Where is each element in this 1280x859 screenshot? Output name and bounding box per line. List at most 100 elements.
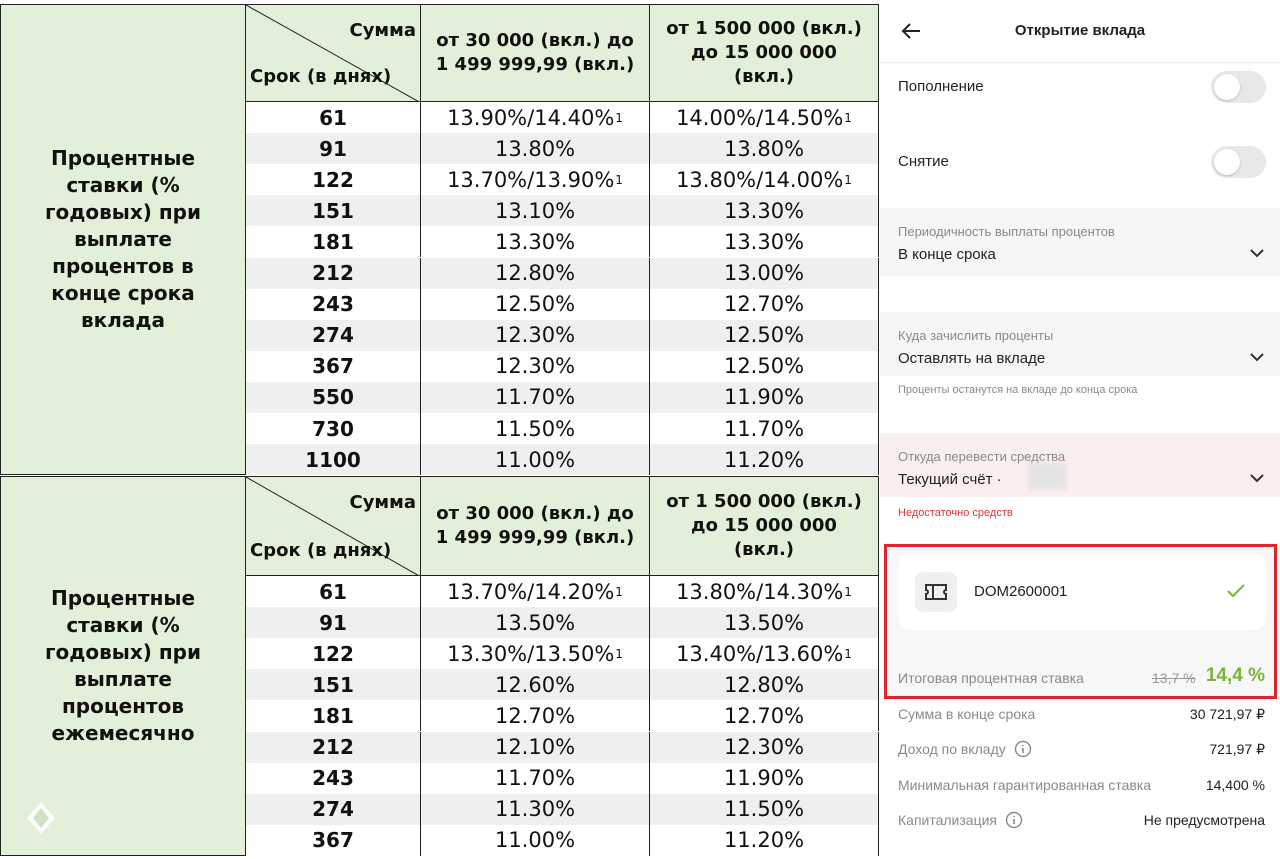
label-text: Процентные ставки (% годовых) при выплат… — [45, 585, 201, 745]
rate-cell: 12.50% — [421, 288, 650, 320]
rate-cell: 13.30% — [650, 226, 879, 258]
term-header: Сумма Срок (в днях) — [246, 476, 421, 577]
rate-cell: 13.30% — [650, 195, 879, 227]
field-label: Куда зачислить проценты — [898, 328, 1054, 343]
new-rate: 14,4 % — [1205, 665, 1265, 686]
rate-group-label: Процентные ставки (% годовых) при выплат… — [0, 476, 246, 856]
info-icon[interactable] — [1014, 740, 1032, 758]
rate-cell: 12.30% — [650, 731, 879, 763]
range-text: от 30 000 (вкл.) до 1 499 999,99 (вкл.) — [435, 30, 635, 75]
toggle-label: Снятие — [898, 153, 949, 170]
chevron[interactable] — [1249, 473, 1265, 483]
rate-text: 13.80%/14.00% — [676, 167, 844, 192]
footnote: 1 — [615, 110, 623, 125]
toggle[interactable] — [1211, 71, 1266, 103]
rate-text: 13.80%/14.30% — [676, 579, 844, 604]
rate-cell: 11.00% — [421, 444, 650, 476]
footnote: 1 — [844, 172, 852, 187]
rate-cell: 12.10% — [421, 731, 650, 763]
field-value: Оставлять на вкладе — [898, 350, 1046, 367]
info-icon[interactable] — [1005, 811, 1023, 829]
term-cell: 243 — [246, 762, 421, 794]
chevron[interactable] — [1249, 352, 1265, 362]
term-cell: 212 — [246, 731, 421, 763]
summary-value: 721,97 ₽ — [1209, 741, 1265, 757]
field-label: Откуда перевести средства — [898, 449, 1066, 464]
term-cell: 91 — [246, 133, 421, 165]
rate-cell: 12.50% — [650, 350, 879, 382]
summary-value: 14,400 % — [1205, 777, 1265, 793]
footnote: 1 — [844, 110, 852, 125]
field-bg[interactable] — [880, 433, 1280, 497]
term-label: Срок (в днях) — [250, 540, 392, 561]
back-arrow[interactable] — [900, 21, 922, 41]
amount-range-header: от 30 000 (вкл.) до 1 499 999,99 (вкл.) — [421, 476, 650, 576]
amount-range-header: от 1 500 000 (вкл.) до 15 000 000 (вкл.) — [650, 4, 879, 102]
range-text: от 30 000 (вкл.) до 1 499 999,99 (вкл.) — [435, 503, 635, 548]
term-header: Сумма Срок (в днях) — [246, 4, 421, 103]
summary-value: Не предусмотрена — [1143, 812, 1265, 828]
term-cell: 91 — [246, 607, 421, 639]
toggle-knob — [1214, 149, 1240, 175]
app-screen: Открытие вклада Пополнение Снятие Периодич… — [880, 0, 1280, 859]
term-label: Срок (в днях) — [250, 66, 392, 87]
term-cell: 550 — [246, 381, 421, 413]
term-cell: 274 — [246, 793, 421, 825]
rate-cell: 13.00% — [650, 257, 879, 289]
screen-title: Открытие вклада — [1014, 22, 1146, 39]
rate-cell: 12.60% — [421, 669, 650, 701]
rate-cell: 12.70% — [421, 700, 650, 732]
rate-cell: 13.80% — [421, 133, 650, 165]
rate-cell: 13.80%/14.30% 1 — [650, 576, 879, 608]
rate-cell: 14.00%/14.50% 1 — [650, 102, 879, 134]
rate-cell: 13.50% — [421, 607, 650, 639]
promo-icon — [915, 572, 957, 612]
rate-group-label: Процентные ставки (% годовых) при выплат… — [0, 4, 246, 476]
rate-cell: 12.70% — [650, 288, 879, 320]
term-cell: 181 — [246, 700, 421, 732]
term-cell: 243 — [246, 288, 421, 320]
field-bg[interactable] — [880, 312, 1280, 376]
rate-cell: 13.70%/14.20% 1 — [421, 576, 650, 608]
field-value: В конце срока — [898, 246, 996, 263]
summary-label: Минимальная гарантированная ставка — [898, 777, 1152, 793]
range-text: от 1 500 000 (вкл.) до 15 000 000 (вкл.) — [666, 18, 862, 87]
amount-range-header: от 1 500 000 (вкл.) до 15 000 000 (вкл.) — [650, 476, 879, 576]
rate-cell: 12.80% — [650, 669, 879, 701]
term-cell: 151 — [246, 195, 421, 227]
amount-range-header: от 30 000 (вкл.) до 1 499 999,99 (вкл.) — [421, 4, 650, 102]
rate-cell: 11.70% — [421, 381, 650, 413]
term-cell: 1100 — [246, 444, 421, 476]
rate-cell: 11.00% — [421, 824, 650, 856]
diagonal — [246, 477, 421, 577]
divider — [880, 62, 1280, 63]
footnote: 1 — [844, 584, 852, 599]
rate-cell: 12.70% — [650, 700, 879, 732]
blurred-account — [1028, 463, 1066, 489]
field-value: Текущий счёт · — [898, 471, 1002, 488]
field-bg[interactable] — [880, 208, 1280, 276]
rate-cell: 12.50% — [650, 319, 879, 351]
amount-label: Сумма — [349, 492, 416, 513]
label-text: Процентные ставки (% годовых) при выплат… — [45, 146, 201, 333]
term-cell: 122 — [246, 638, 421, 670]
toggle[interactable] — [1211, 146, 1266, 178]
footnote: 1 — [615, 172, 623, 187]
chevron[interactable] — [1249, 248, 1265, 258]
old-rate: 13,7 % — [1152, 670, 1196, 686]
term-cell: 151 — [246, 669, 421, 701]
rate-cell: 13.90%/14.40% 1 — [421, 102, 650, 134]
rate-cell: 11.20% — [650, 824, 879, 856]
toggle-knob — [1214, 74, 1240, 100]
rate-cell: 12.30% — [421, 350, 650, 382]
rate-cell: 13.80% — [650, 133, 879, 165]
rate-cell: 11.50% — [421, 413, 650, 445]
rate-cell: 13.70%/13.90% 1 — [421, 164, 650, 196]
field-label: Периодичность выплаты процентов — [898, 224, 1115, 239]
term-cell: 367 — [246, 350, 421, 382]
promo-card[interactable]: DOM2600001 — [898, 553, 1266, 630]
footnote: 1 — [615, 584, 623, 599]
logo — [27, 802, 55, 834]
term-cell: 181 — [246, 226, 421, 258]
